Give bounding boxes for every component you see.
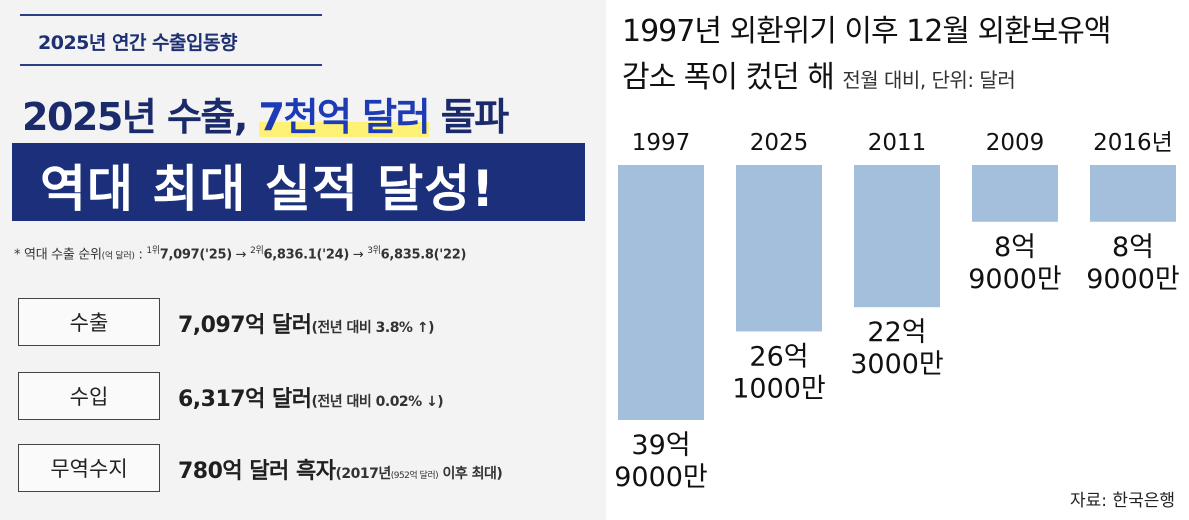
chart-title-line2-text: 감소 폭이 컸던 해 bbox=[622, 60, 835, 95]
export-change: (전년 대비 3.8% ↑) bbox=[311, 320, 434, 336]
stat-value-import: 6,317억 달러(전년 대비 0.02% ↓) bbox=[178, 381, 444, 413]
stat-row-export: 수출 7,097억 달러(전년 대비 3.8% ↑) bbox=[18, 298, 588, 346]
category-label: 1997 bbox=[632, 130, 691, 156]
category-label: 2009 bbox=[986, 130, 1045, 156]
ranking-unit: (억 달러) bbox=[101, 251, 135, 262]
stat-label-balance: 무역수지 bbox=[18, 444, 160, 492]
export-summary-panel: 2025년 연간 수출입동향 2025년 수출, 7천억 달러 돌파 역대 최대… bbox=[0, 0, 606, 520]
fx-reserve-chart-panel: 1997년 외환위기 이후 12월 외환보유액 감소 폭이 컸던 해 전월 대비… bbox=[606, 0, 1189, 520]
rank1-mark: 1위 bbox=[146, 246, 160, 256]
rank3-value: 6,835.8('22) bbox=[380, 247, 467, 263]
rank-arrow-2: → bbox=[348, 247, 368, 263]
chart-subtitle: 전월 대비, 단위: 달러 bbox=[842, 68, 1016, 92]
chart-title-line2: 감소 폭이 컸던 해 전월 대비, 단위: 달러 bbox=[622, 52, 1016, 96]
headline-part2: 돌파 bbox=[429, 95, 509, 139]
bar bbox=[1090, 165, 1176, 222]
balance-amount: 780억 달러 흑자 bbox=[178, 459, 336, 484]
chart-title-line1: 1997년 외환위기 이후 12월 외환보유액 bbox=[622, 14, 1111, 49]
rank-arrow-1: → bbox=[231, 247, 251, 263]
badge-divider bbox=[20, 64, 322, 66]
category-label: 2011 bbox=[868, 130, 927, 156]
headline: 2025년 수출, 7천억 달러 돌파 bbox=[22, 86, 509, 141]
export-amount: 7,097억 달러 bbox=[178, 313, 312, 338]
data-label: 9000만 bbox=[614, 462, 708, 493]
category-label: 2025 bbox=[750, 130, 809, 156]
balance-note-b: 이후 최대) bbox=[438, 466, 503, 482]
bar bbox=[972, 165, 1058, 222]
headline-highlight: 7천억 달러 bbox=[258, 95, 431, 139]
category-label: 2016년 bbox=[1093, 130, 1173, 156]
data-label: 22억 bbox=[867, 317, 926, 348]
data-label: 8억 bbox=[1112, 232, 1154, 263]
ranking-colon: : bbox=[134, 247, 147, 263]
stat-label-export: 수출 bbox=[18, 298, 160, 346]
import-change: (전년 대비 0.02% ↓) bbox=[311, 394, 444, 410]
export-ranking: * 역대 수출 순위(억 달러) : 1위7,097('25) → 2위6,83… bbox=[14, 243, 466, 262]
data-label: 9000만 bbox=[1086, 264, 1180, 295]
record-banner: 역대 최대 실적 달성! bbox=[12, 143, 585, 221]
data-label: 3000만 bbox=[850, 349, 944, 380]
balance-note-small: (952억 달러) bbox=[390, 471, 439, 481]
balance-note-a: (2017년 bbox=[335, 466, 391, 482]
bar-chart: 199739억9000만202526억1000만201122억3000만2009… bbox=[614, 130, 1180, 493]
rank3-mark: 3위 bbox=[367, 246, 381, 256]
stat-label-import: 수입 bbox=[18, 372, 160, 420]
data-label: 39억 bbox=[631, 430, 690, 461]
chart-source: 자료: 한국은행 bbox=[1070, 491, 1175, 511]
top-divider bbox=[20, 14, 322, 16]
data-label: 8억 bbox=[994, 232, 1036, 263]
stat-value-export: 7,097억 달러(전년 대비 3.8% ↑) bbox=[178, 307, 434, 339]
bar bbox=[854, 165, 940, 308]
data-label: 9000만 bbox=[968, 264, 1062, 295]
bar bbox=[736, 165, 822, 332]
headline-part1: 2025년 수출, bbox=[22, 95, 259, 139]
section-badge: 2025년 연간 수출입동향 bbox=[38, 32, 237, 54]
stat-value-balance: 780억 달러 흑자(2017년(952억 달러) 이후 최대) bbox=[178, 453, 503, 485]
banner-text: 역대 최대 실적 달성! bbox=[40, 160, 496, 218]
stat-row-balance: 무역수지 780억 달러 흑자(2017년(952억 달러) 이후 최대) bbox=[18, 444, 588, 492]
bar bbox=[618, 165, 704, 420]
import-amount: 6,317억 달러 bbox=[178, 387, 312, 412]
rank2-mark: 2위 bbox=[250, 246, 264, 256]
ranking-prefix: * 역대 수출 순위 bbox=[14, 247, 102, 263]
stat-row-import: 수입 6,317억 달러(전년 대비 0.02% ↓) bbox=[18, 372, 588, 420]
data-label: 1000만 bbox=[732, 373, 826, 404]
rank1-value: 7,097('25) bbox=[159, 247, 232, 263]
rank2-value: 6,836.1('24) bbox=[263, 247, 350, 263]
data-label: 26억 bbox=[749, 341, 808, 372]
balance-note: (2017년(952억 달러) 이후 최대) bbox=[335, 466, 502, 482]
